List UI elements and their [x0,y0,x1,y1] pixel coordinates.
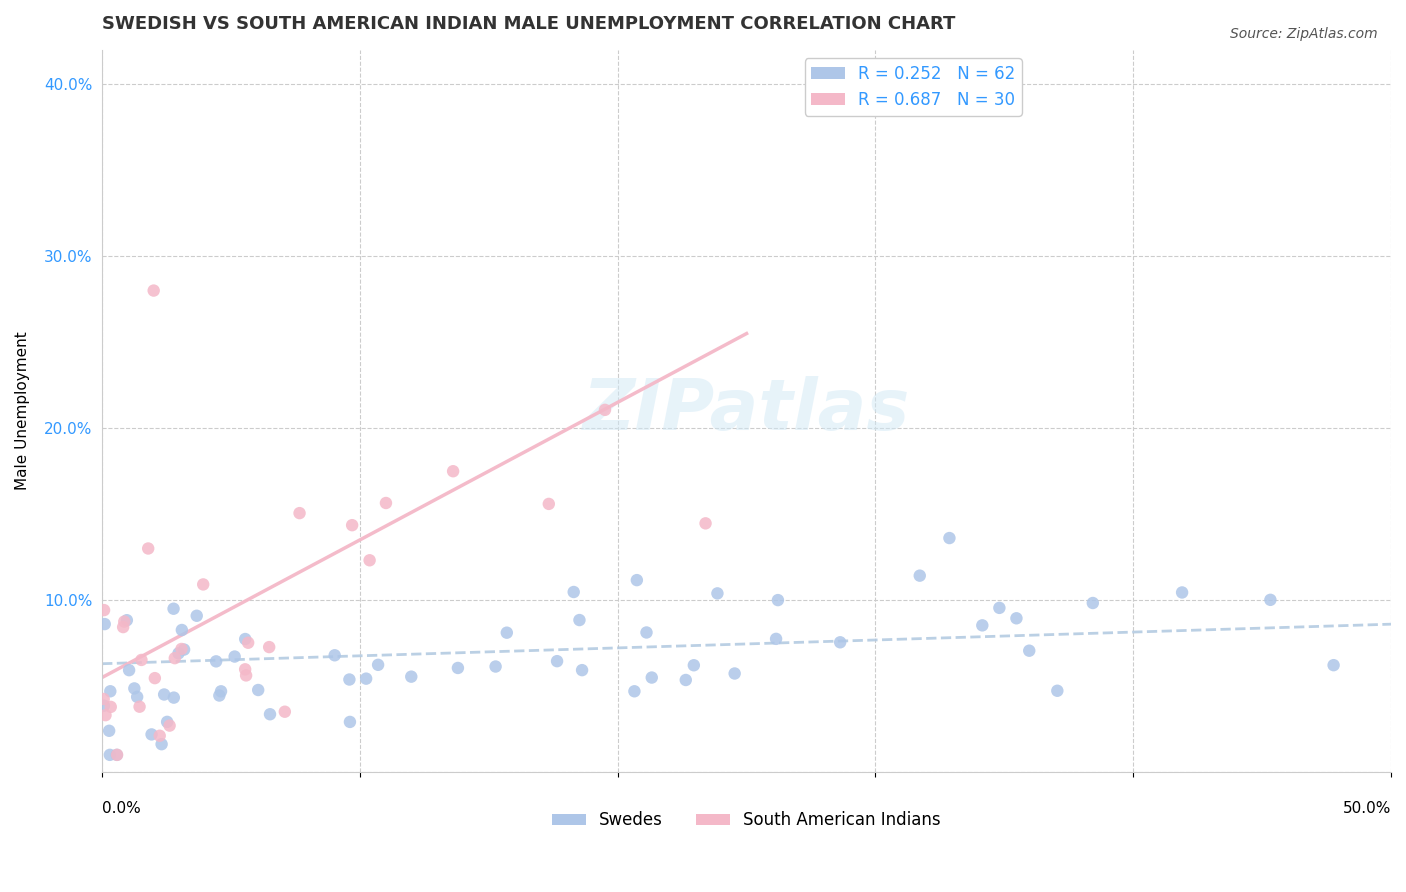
Point [765,632,787,646]
Point [142,284,165,298]
Point [495,625,517,640]
Point [93,692,115,706]
Point [339,714,361,729]
Point [340,518,363,533]
Point [354,672,377,686]
Point [972,618,994,632]
Point [163,651,186,665]
Point [724,666,747,681]
Point [93,617,115,632]
Point [141,727,163,741]
Point [118,663,141,677]
Point [98,723,121,738]
Point [156,714,179,729]
Point [115,613,138,627]
Point [167,646,190,660]
Point [94,708,117,723]
Point [675,673,697,687]
Point [593,402,616,417]
Point [626,573,648,587]
Point [170,642,193,657]
Point [127,690,149,704]
Point [105,747,128,762]
Point [1081,596,1104,610]
Point [131,653,153,667]
Point [484,659,506,673]
Point [124,681,146,696]
Point [323,648,346,663]
Point [98,684,121,698]
Point [235,668,257,682]
Point [1260,592,1282,607]
Point [98,747,121,762]
Point [571,663,593,677]
Point [93,603,115,617]
Point [112,620,135,634]
Point [339,673,361,687]
Point [163,690,186,705]
Point [209,684,232,698]
Point [1323,658,1346,673]
Point [257,640,280,654]
Point [546,654,568,668]
Point [288,506,311,520]
Legend: Swedes, South American Indians: Swedes, South American Indians [546,805,948,836]
Point [247,683,270,698]
Point [224,649,246,664]
Point [766,593,789,607]
Point [682,658,704,673]
Text: SWEDISH VS SOUTH AMERICAN INDIAN MALE UNEMPLOYMENT CORRELATION CHART: SWEDISH VS SOUTH AMERICAN INDIAN MALE UN… [103,15,956,33]
Point [128,699,150,714]
Point [208,689,231,703]
Point [441,464,464,478]
Point [153,688,176,702]
Text: 0.0%: 0.0% [103,801,141,816]
Point [1046,683,1069,698]
Point [695,516,717,531]
Point [233,662,256,676]
Point [193,577,215,591]
Point [1005,611,1028,625]
Point [136,541,159,556]
Point [375,496,398,510]
Point [636,625,658,640]
Point [1018,643,1040,657]
Point [105,747,128,762]
Point [938,531,960,545]
Point [274,705,297,719]
Point [205,654,228,668]
Point [112,615,135,629]
Point [641,671,664,685]
Point [447,661,470,675]
Point [988,600,1011,615]
Point [359,553,381,567]
Point [367,657,389,672]
Point [568,613,591,627]
Point [537,497,560,511]
Point [233,632,256,646]
Point [236,636,259,650]
Point [143,671,166,685]
Point [623,684,645,698]
Text: 50.0%: 50.0% [1343,801,1391,816]
Point [186,608,208,623]
Point [100,699,122,714]
Point [830,635,852,649]
Point [93,698,115,713]
Point [173,642,195,657]
Point [149,729,172,743]
Text: ZIPatlas: ZIPatlas [583,376,910,445]
Text: Source: ZipAtlas.com: Source: ZipAtlas.com [1230,27,1378,41]
Y-axis label: Male Unemployment: Male Unemployment [15,332,30,491]
Point [170,623,193,637]
Point [706,586,728,600]
Point [162,601,184,615]
Point [562,585,585,599]
Point [259,707,281,722]
Point [401,670,423,684]
Point [150,737,173,751]
Point [908,568,931,582]
Point [1171,585,1194,599]
Point [159,718,181,732]
